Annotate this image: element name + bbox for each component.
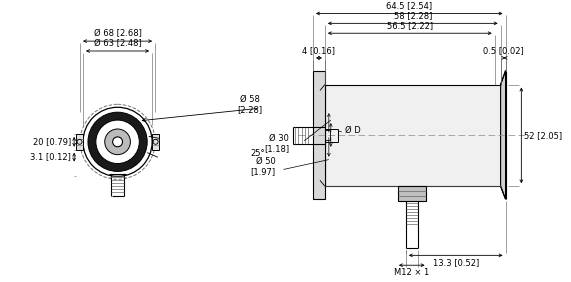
Bar <box>152 134 159 150</box>
Text: Ø 30
[1.18]: Ø 30 [1.18] <box>264 134 289 153</box>
Bar <box>398 186 425 201</box>
Text: 20 [0.79]: 20 [0.79] <box>33 137 71 146</box>
Text: Ø D: Ø D <box>345 125 360 135</box>
Text: 52 [2.05]: 52 [2.05] <box>524 131 562 140</box>
Text: 13.3 [0.52]: 13.3 [0.52] <box>433 258 479 267</box>
Text: 3.1 [0.12]: 3.1 [0.12] <box>30 153 71 162</box>
Text: Ø 50
[1.97]: Ø 50 [1.97] <box>251 157 276 176</box>
Text: Ø 68 [2.68]: Ø 68 [2.68] <box>94 29 142 38</box>
Text: M12 × 1: M12 × 1 <box>394 268 429 277</box>
Polygon shape <box>501 71 505 199</box>
Circle shape <box>88 112 147 171</box>
Text: 64.5 [2.54]: 64.5 [2.54] <box>386 1 432 10</box>
Text: 56.5 [2.22]: 56.5 [2.22] <box>387 21 433 30</box>
Circle shape <box>104 129 130 155</box>
Bar <box>313 71 325 199</box>
Text: 25°: 25° <box>251 149 265 158</box>
Bar <box>325 85 501 186</box>
Text: 58 [2.28]: 58 [2.28] <box>393 11 432 20</box>
Text: 4 [0.16]: 4 [0.16] <box>303 46 336 55</box>
Text: 0.5 [0.02]: 0.5 [0.02] <box>482 46 524 55</box>
Circle shape <box>112 137 123 147</box>
Circle shape <box>96 120 139 164</box>
Text: Ø 58
[2.28]: Ø 58 [2.28] <box>238 94 263 114</box>
Bar <box>76 134 83 150</box>
Text: Ø 63 [2.48]: Ø 63 [2.48] <box>94 39 142 48</box>
